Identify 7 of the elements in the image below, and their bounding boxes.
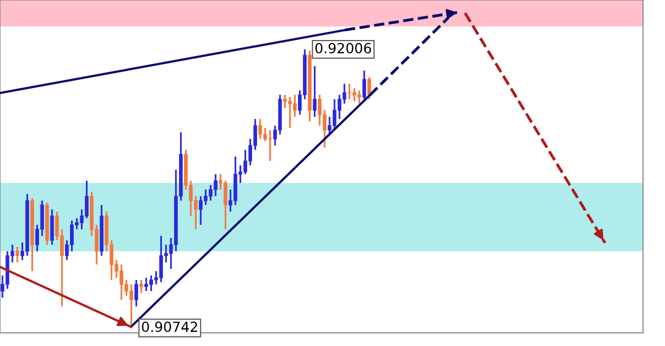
candlestick [312, 65, 317, 118]
candlestick [362, 70, 366, 100]
candlestick [134, 279, 138, 308]
annotation: 0.90742 [142, 322, 198, 332]
candlestick [16, 246, 20, 264]
annotation: 0.92006 [315, 42, 372, 54]
candlestick [139, 279, 144, 294]
